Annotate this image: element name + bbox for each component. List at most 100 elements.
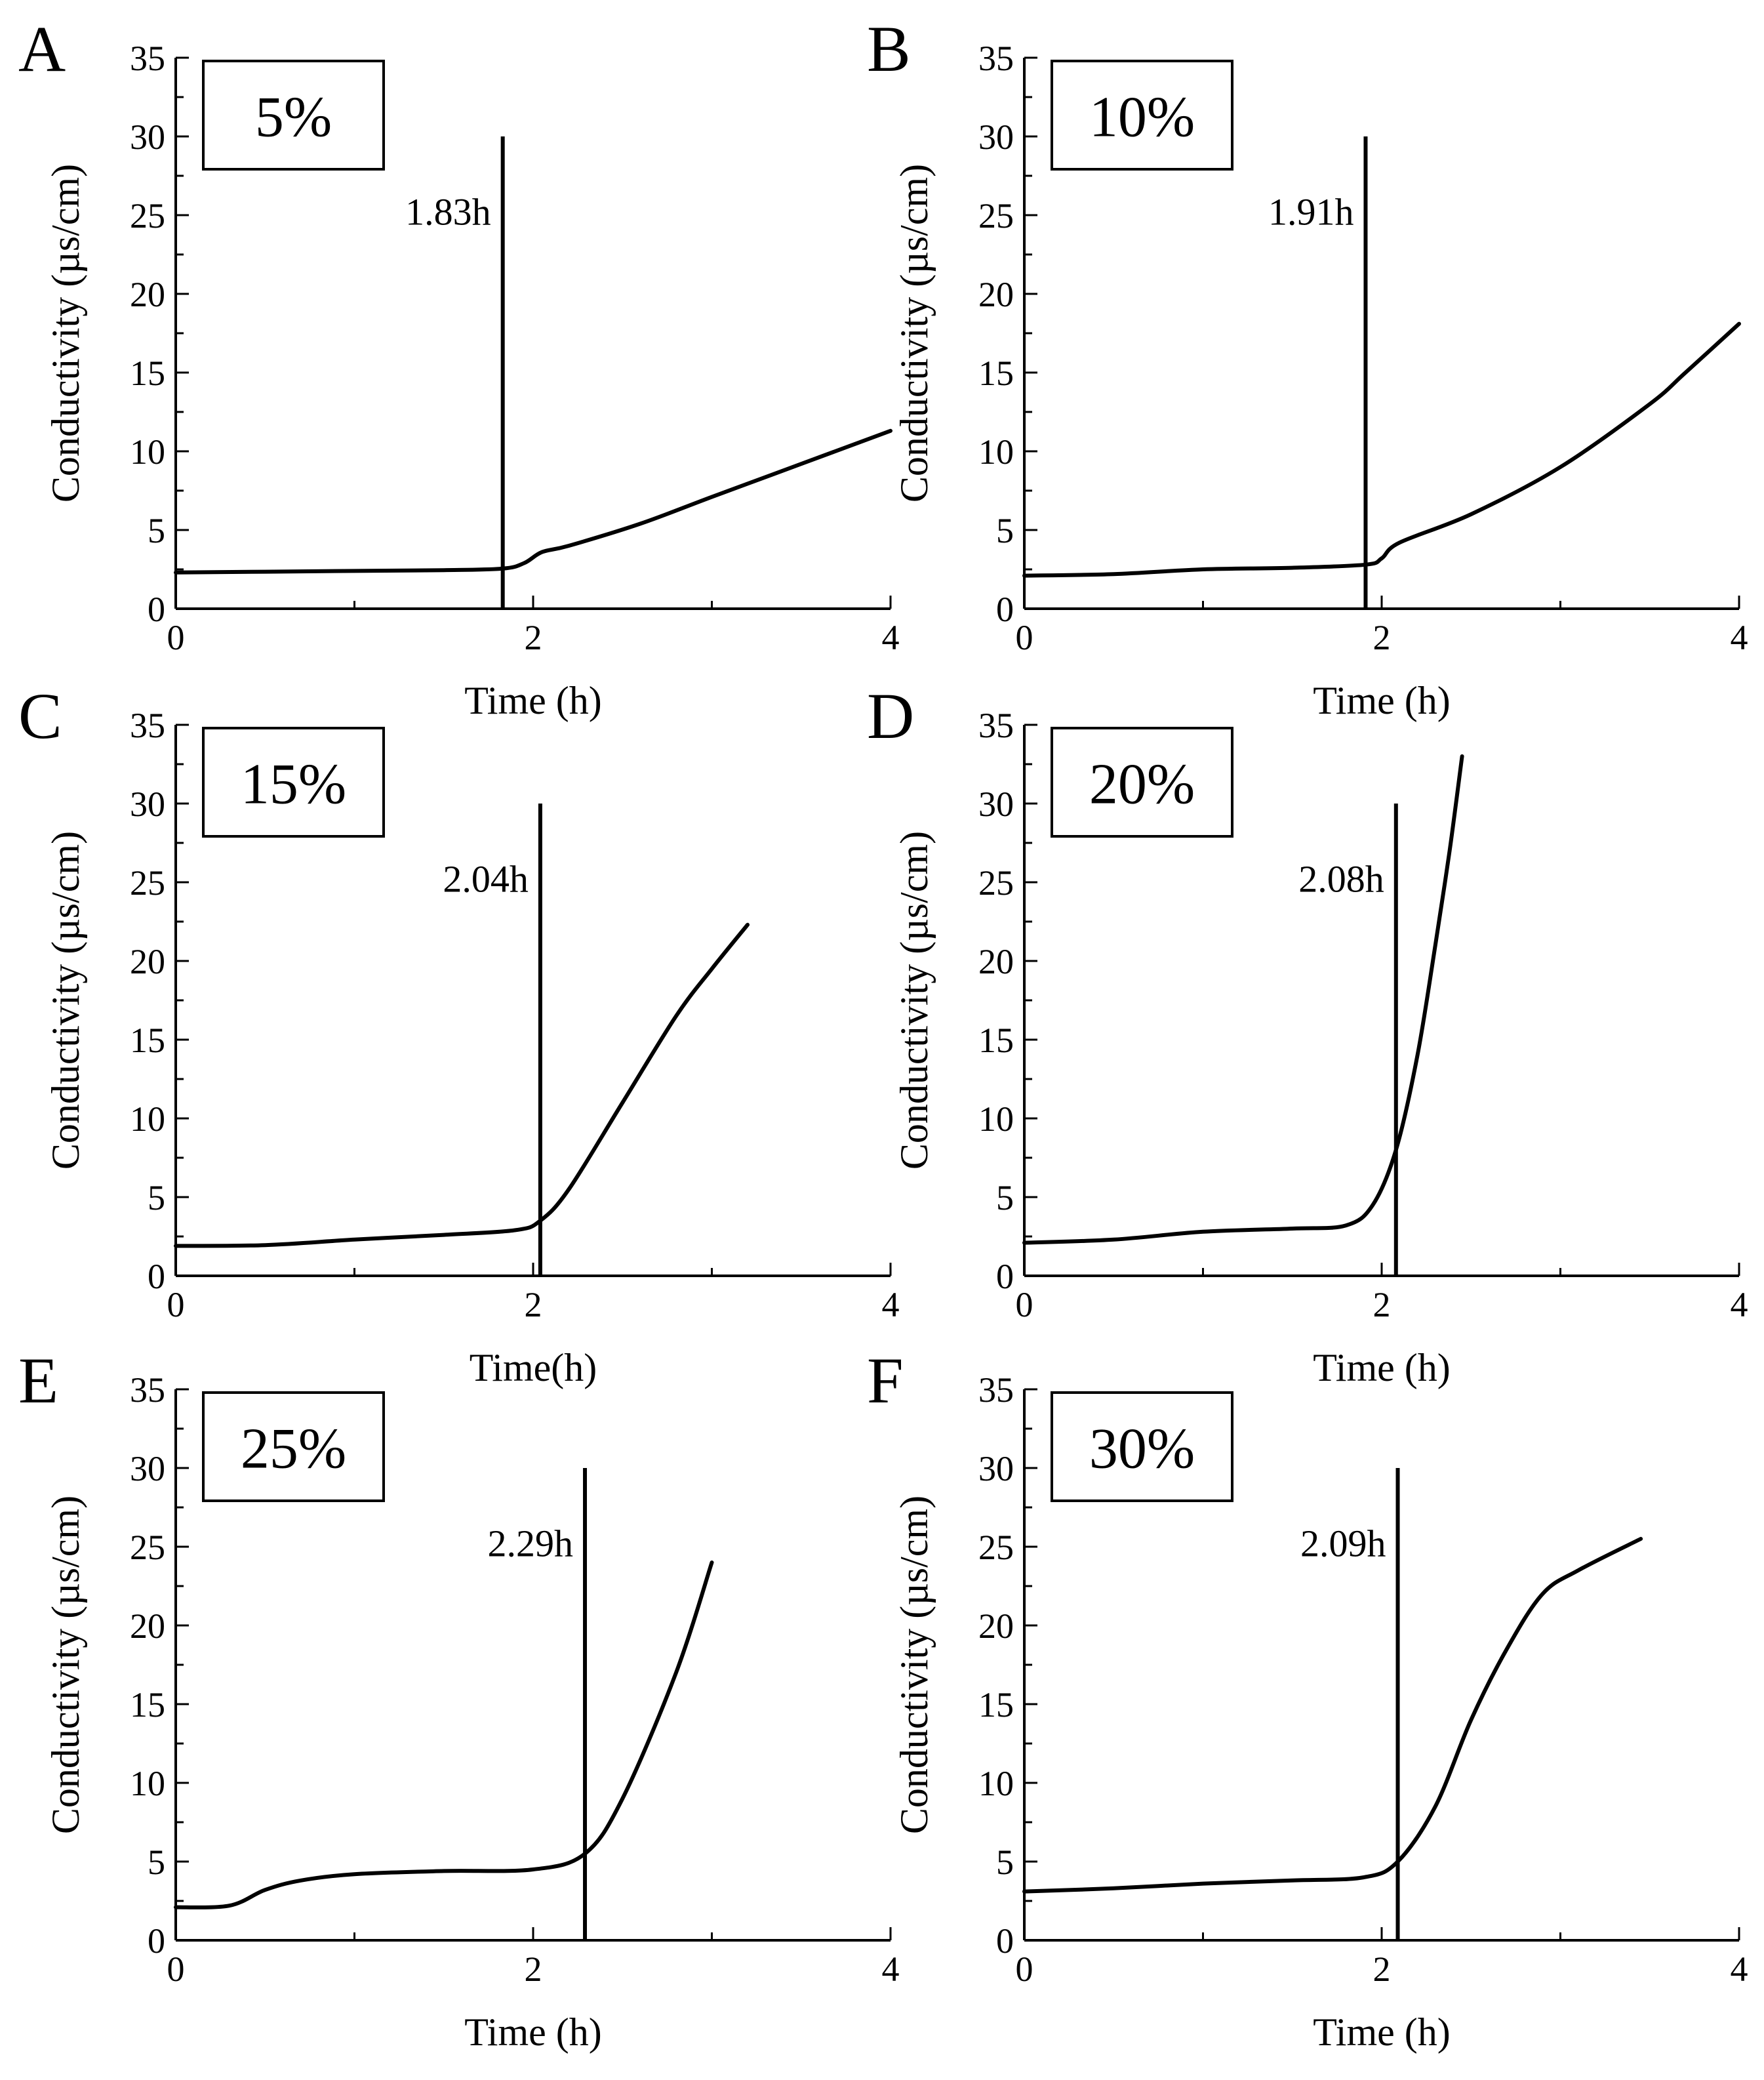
- x-tick-label: 0: [1016, 1949, 1033, 1989]
- data-curve: [174, 922, 750, 1248]
- y-axis-title: Conductivity (µs/cm): [892, 164, 936, 502]
- y-tick-label: 10: [978, 1099, 1014, 1139]
- y-tick-label: 30: [978, 117, 1014, 157]
- y-tick-label: 10: [130, 1764, 165, 1803]
- y-tick-label: 20: [130, 275, 165, 314]
- x-axis-title: Time (h): [1313, 1346, 1450, 1389]
- y-tick-label: 30: [130, 117, 165, 157]
- y-axis-title: Conductivity (µs/cm): [44, 1496, 87, 1834]
- y-tick-label: 10: [978, 1764, 1014, 1803]
- x-tick-label: 2: [1373, 1949, 1391, 1989]
- x-tick-label: 4: [1731, 1949, 1748, 1989]
- x-axis-title: Time(h): [470, 1346, 597, 1389]
- x-axis-title: Time (h): [464, 679, 601, 722]
- panel-a: A 0 5 10 15 20 25 30 35 0 2 4 Time (h) Conductivity (…: [18, 12, 900, 722]
- y-tick-label: 5: [148, 1843, 165, 1882]
- data-curve: [1022, 754, 1464, 1245]
- y-tick-label: 5: [148, 1178, 165, 1217]
- x-tick-label: 2: [525, 1949, 542, 1989]
- x-tick-label: 0: [167, 1949, 185, 1989]
- panel-e: E 0 5 10 15 20 25 30 35 0 2 4 Time (h) Conductivity (…: [18, 1344, 900, 2054]
- y-tick-label: 30: [130, 785, 165, 824]
- y-tick-label: 10: [978, 432, 1014, 472]
- concentration-box: [202, 1391, 385, 1502]
- y-tick-label: 20: [978, 1606, 1014, 1646]
- data-curve: [1022, 1537, 1643, 1894]
- concentration-box: [1051, 727, 1233, 838]
- x-tick-label: 4: [882, 1285, 900, 1324]
- x-tick-label: 4: [1731, 618, 1748, 657]
- y-tick-label: 10: [130, 1099, 165, 1139]
- y-tick-label: 0: [996, 590, 1014, 629]
- threshold-label: 2.08h: [1298, 857, 1384, 900]
- y-tick-label: 15: [978, 1021, 1014, 1060]
- panel-letter: C: [18, 680, 62, 752]
- x-tick-label: 2: [525, 1285, 542, 1324]
- y-axis-title: Conductivity (µs/cm): [44, 164, 87, 502]
- panel-f: F 0 5 10 15 20 25 30 35 0 2 4 Time (h) Conductivity (…: [867, 1344, 1748, 2054]
- x-tick-label: 2: [525, 618, 542, 657]
- x-tick-label: 4: [882, 618, 900, 657]
- x-tick-label: 4: [882, 1949, 900, 1989]
- panel-letter: D: [867, 680, 914, 752]
- y-tick-label: 5: [996, 1178, 1014, 1217]
- y-tick-label: 30: [978, 785, 1014, 824]
- y-tick-label: 10: [130, 432, 165, 472]
- y-tick-label: 20: [130, 1606, 165, 1646]
- y-tick-label: 25: [978, 863, 1014, 903]
- concentration-label: 10%: [1089, 86, 1195, 150]
- y-tick-label: 20: [978, 275, 1014, 314]
- x-tick-label: 2: [1373, 618, 1391, 657]
- y-tick-label: 35: [130, 39, 165, 78]
- panel-letter: F: [867, 1344, 904, 1417]
- y-tick-label: 25: [130, 1528, 165, 1567]
- y-tick-label: 25: [978, 1528, 1014, 1567]
- x-tick-label: 2: [1373, 1285, 1391, 1324]
- y-tick-label: 0: [148, 590, 165, 629]
- y-tick-label: 30: [130, 1449, 165, 1488]
- y-tick-label: 25: [130, 863, 165, 903]
- y-axis-title: Conductivity (µs/cm): [892, 1496, 936, 1834]
- threshold-label: 2.09h: [1300, 1522, 1386, 1564]
- x-axis-title: Time (h): [464, 2010, 601, 2054]
- y-tick-label: 15: [130, 1685, 165, 1724]
- y-tick-label: 5: [996, 1843, 1014, 1882]
- y-tick-label: 15: [130, 1021, 165, 1060]
- concentration-label: 30%: [1089, 1417, 1195, 1481]
- y-tick-label: 30: [978, 1449, 1014, 1488]
- y-tick-label: 0: [996, 1257, 1014, 1296]
- y-tick-label: 15: [978, 1685, 1014, 1724]
- y-tick-label: 25: [978, 196, 1014, 235]
- y-tick-label: 20: [130, 942, 165, 981]
- concentration-label: 25%: [241, 1417, 346, 1481]
- concentration-label: 20%: [1089, 753, 1195, 817]
- y-tick-label: 5: [996, 511, 1014, 550]
- concentration-label: 15%: [241, 753, 346, 817]
- threshold-label: 1.83h: [405, 190, 491, 233]
- x-axis-title: Time (h): [1313, 679, 1450, 722]
- panel-letter: A: [18, 12, 66, 85]
- panel-letter: B: [867, 12, 911, 85]
- y-axis-title: Conductivity (µs/cm): [44, 831, 87, 1170]
- y-tick-label: 15: [978, 354, 1014, 393]
- panel-d: D 0 5 10 15 20 25 30 35 0 2 4 Time (h) Conductivity (…: [867, 680, 1748, 1389]
- concentration-box: [1051, 60, 1233, 171]
- concentration-box: [202, 60, 385, 171]
- y-tick-label: 35: [130, 706, 165, 745]
- threshold-label: 2.04h: [443, 857, 529, 900]
- y-tick-label: 5: [148, 511, 165, 550]
- y-tick-label: 35: [978, 39, 1014, 78]
- y-tick-label: 35: [978, 1370, 1014, 1410]
- data-curve: [1022, 321, 1741, 578]
- x-tick-label: 0: [167, 618, 185, 657]
- concentration-box: [202, 727, 385, 838]
- y-tick-label: 15: [130, 354, 165, 393]
- panel-letter: E: [18, 1344, 58, 1417]
- x-tick-label: 0: [167, 1285, 185, 1324]
- panel-c: C 0 5 10 15 20 25 30 35 0 2 4 Time(h) Conductivity (µ…: [18, 680, 900, 1389]
- data-curve: [174, 1560, 714, 1909]
- y-tick-label: 0: [148, 1921, 165, 1961]
- x-tick-label: 4: [1731, 1285, 1748, 1324]
- y-tick-label: 35: [130, 1370, 165, 1410]
